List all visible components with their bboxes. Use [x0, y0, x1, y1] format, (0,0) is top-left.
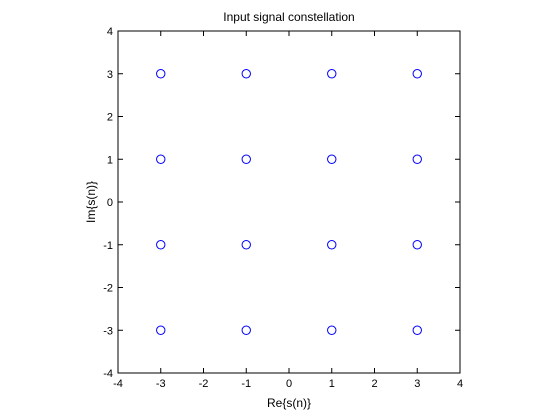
data-point	[241, 154, 251, 164]
data-point	[327, 69, 337, 79]
y-tick-label: 1	[107, 154, 113, 166]
data-point	[412, 154, 422, 164]
data-point	[156, 240, 166, 250]
x-axis-label: Re{s(n)}	[267, 396, 311, 410]
x-tick-label: -2	[199, 378, 209, 390]
y-axis-label: Im{s(n)}	[84, 181, 98, 223]
y-tick-label: 3	[107, 69, 113, 81]
data-point	[241, 69, 251, 79]
x-tick-label: 0	[286, 378, 292, 390]
data-point	[327, 240, 337, 250]
x-tick-label: 3	[414, 378, 420, 390]
x-tick-label: 1	[329, 378, 335, 390]
data-point	[156, 325, 166, 335]
y-tick-label: -3	[103, 325, 113, 337]
plot-area	[117, 30, 461, 374]
y-tick-label: 2	[107, 112, 113, 124]
data-point	[412, 69, 422, 79]
data-point	[327, 325, 337, 335]
y-tick-label: -4	[103, 368, 113, 380]
data-point	[241, 240, 251, 250]
data-point	[327, 154, 337, 164]
data-point	[241, 325, 251, 335]
x-tick-label: -4	[113, 378, 123, 390]
y-tick-label: 4	[107, 26, 113, 38]
data-point	[412, 325, 422, 335]
data-points	[156, 69, 422, 335]
y-tick-label: -1	[103, 240, 113, 252]
x-tick-label: -1	[241, 378, 251, 390]
axis-ticks: -4 -3 -2 -1 0 1 2 3 4 -4 -3 -2 -1 0 1 2 3 4	[103, 26, 463, 390]
data-point	[412, 240, 422, 250]
y-tick-label: 0	[107, 197, 113, 209]
x-tick-label: -3	[156, 378, 166, 390]
chart-title: Input signal constellation	[223, 10, 354, 24]
x-tick-label: 2	[371, 378, 377, 390]
y-tick-label: -2	[103, 283, 113, 295]
data-point	[156, 154, 166, 164]
data-point	[156, 69, 166, 79]
x-tick-label: 4	[457, 378, 463, 390]
